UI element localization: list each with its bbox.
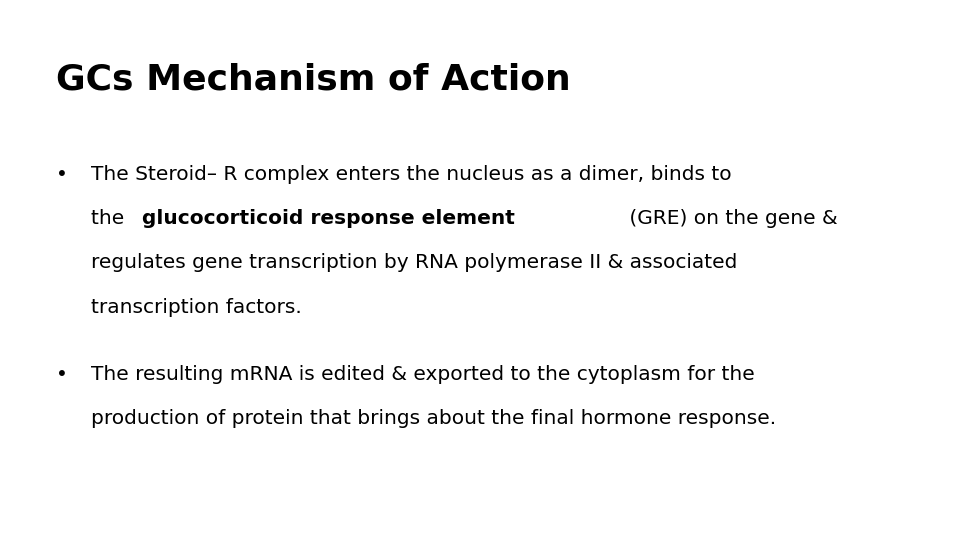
Text: glucocorticoid response element: glucocorticoid response element [142,209,516,228]
Text: (GRE) on the gene &: (GRE) on the gene & [623,209,838,228]
Text: •: • [56,165,67,184]
Text: production of protein that brings about the final hormone response.: production of protein that brings about … [91,409,777,428]
Text: regulates gene transcription by RNA polymerase II & associated: regulates gene transcription by RNA poly… [91,253,737,272]
Text: the: the [91,209,131,228]
Text: transcription factors.: transcription factors. [91,298,302,316]
Text: The resulting mRNA is edited & exported to the cytoplasm for the: The resulting mRNA is edited & exported … [91,364,755,383]
Text: The Steroid– R complex enters the nucleus as a dimer, binds to: The Steroid– R complex enters the nucleu… [91,165,732,184]
Text: GCs Mechanism of Action: GCs Mechanism of Action [56,62,570,96]
Text: •: • [56,364,67,383]
